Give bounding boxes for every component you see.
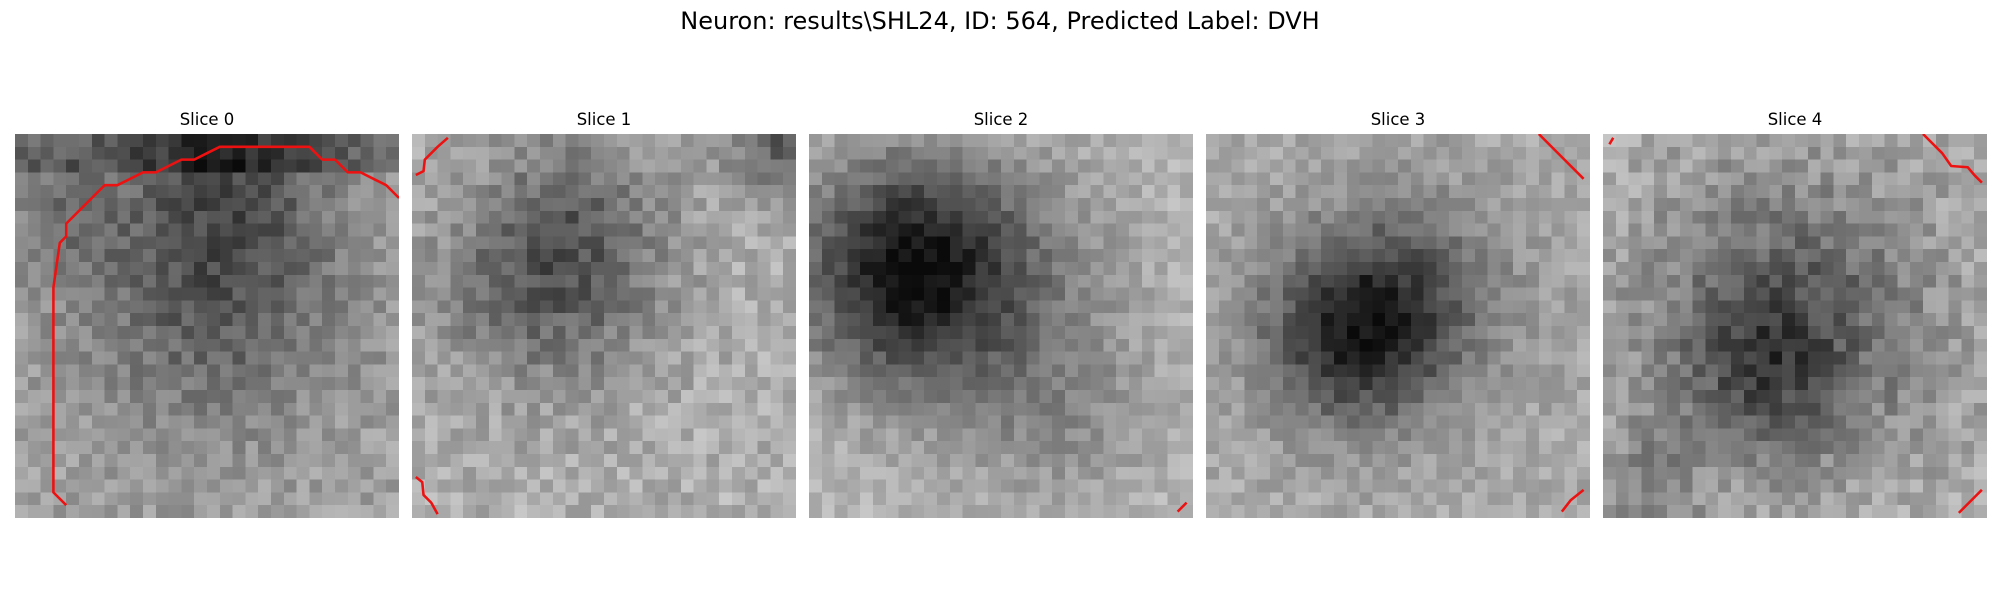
slice-title: Slice 0 [179, 110, 235, 129]
slice-panel-4: Slice 4 [1603, 110, 1987, 518]
slice-image [1206, 134, 1590, 518]
slice-panel-1: Slice 1 [412, 110, 796, 518]
pixel-grid [15, 134, 399, 518]
slice-title: Slice 4 [1767, 110, 1823, 129]
contour-line [1560, 488, 1585, 513]
contour-line [415, 136, 449, 177]
pixel-grid [1206, 134, 1590, 518]
slice-image [1603, 134, 1987, 518]
slice-panel-2: Slice 2 [809, 110, 1193, 518]
figure-title: Neuron: results\SHL24, ID: 564, Predicte… [680, 7, 1320, 35]
contour-line [52, 145, 399, 507]
contour-line [1922, 134, 1983, 184]
slice-image [15, 134, 399, 518]
contour-line [1176, 501, 1188, 513]
slice-title: Slice 2 [973, 110, 1029, 129]
contour-line [415, 476, 439, 515]
contour-line [1957, 488, 1983, 514]
slice-image [809, 134, 1193, 518]
slice-panel-0: Slice 0 [15, 110, 399, 518]
slice-title: Slice 3 [1370, 110, 1426, 129]
contour-line [1537, 134, 1585, 180]
contour-line [1608, 137, 1615, 145]
slice-image [412, 134, 796, 518]
slice-panel-3: Slice 3 [1206, 110, 1590, 518]
pixel-grid [1603, 134, 1987, 518]
slice-title: Slice 1 [576, 110, 632, 129]
pixel-grid [412, 134, 796, 518]
pixel-grid [809, 134, 1193, 518]
